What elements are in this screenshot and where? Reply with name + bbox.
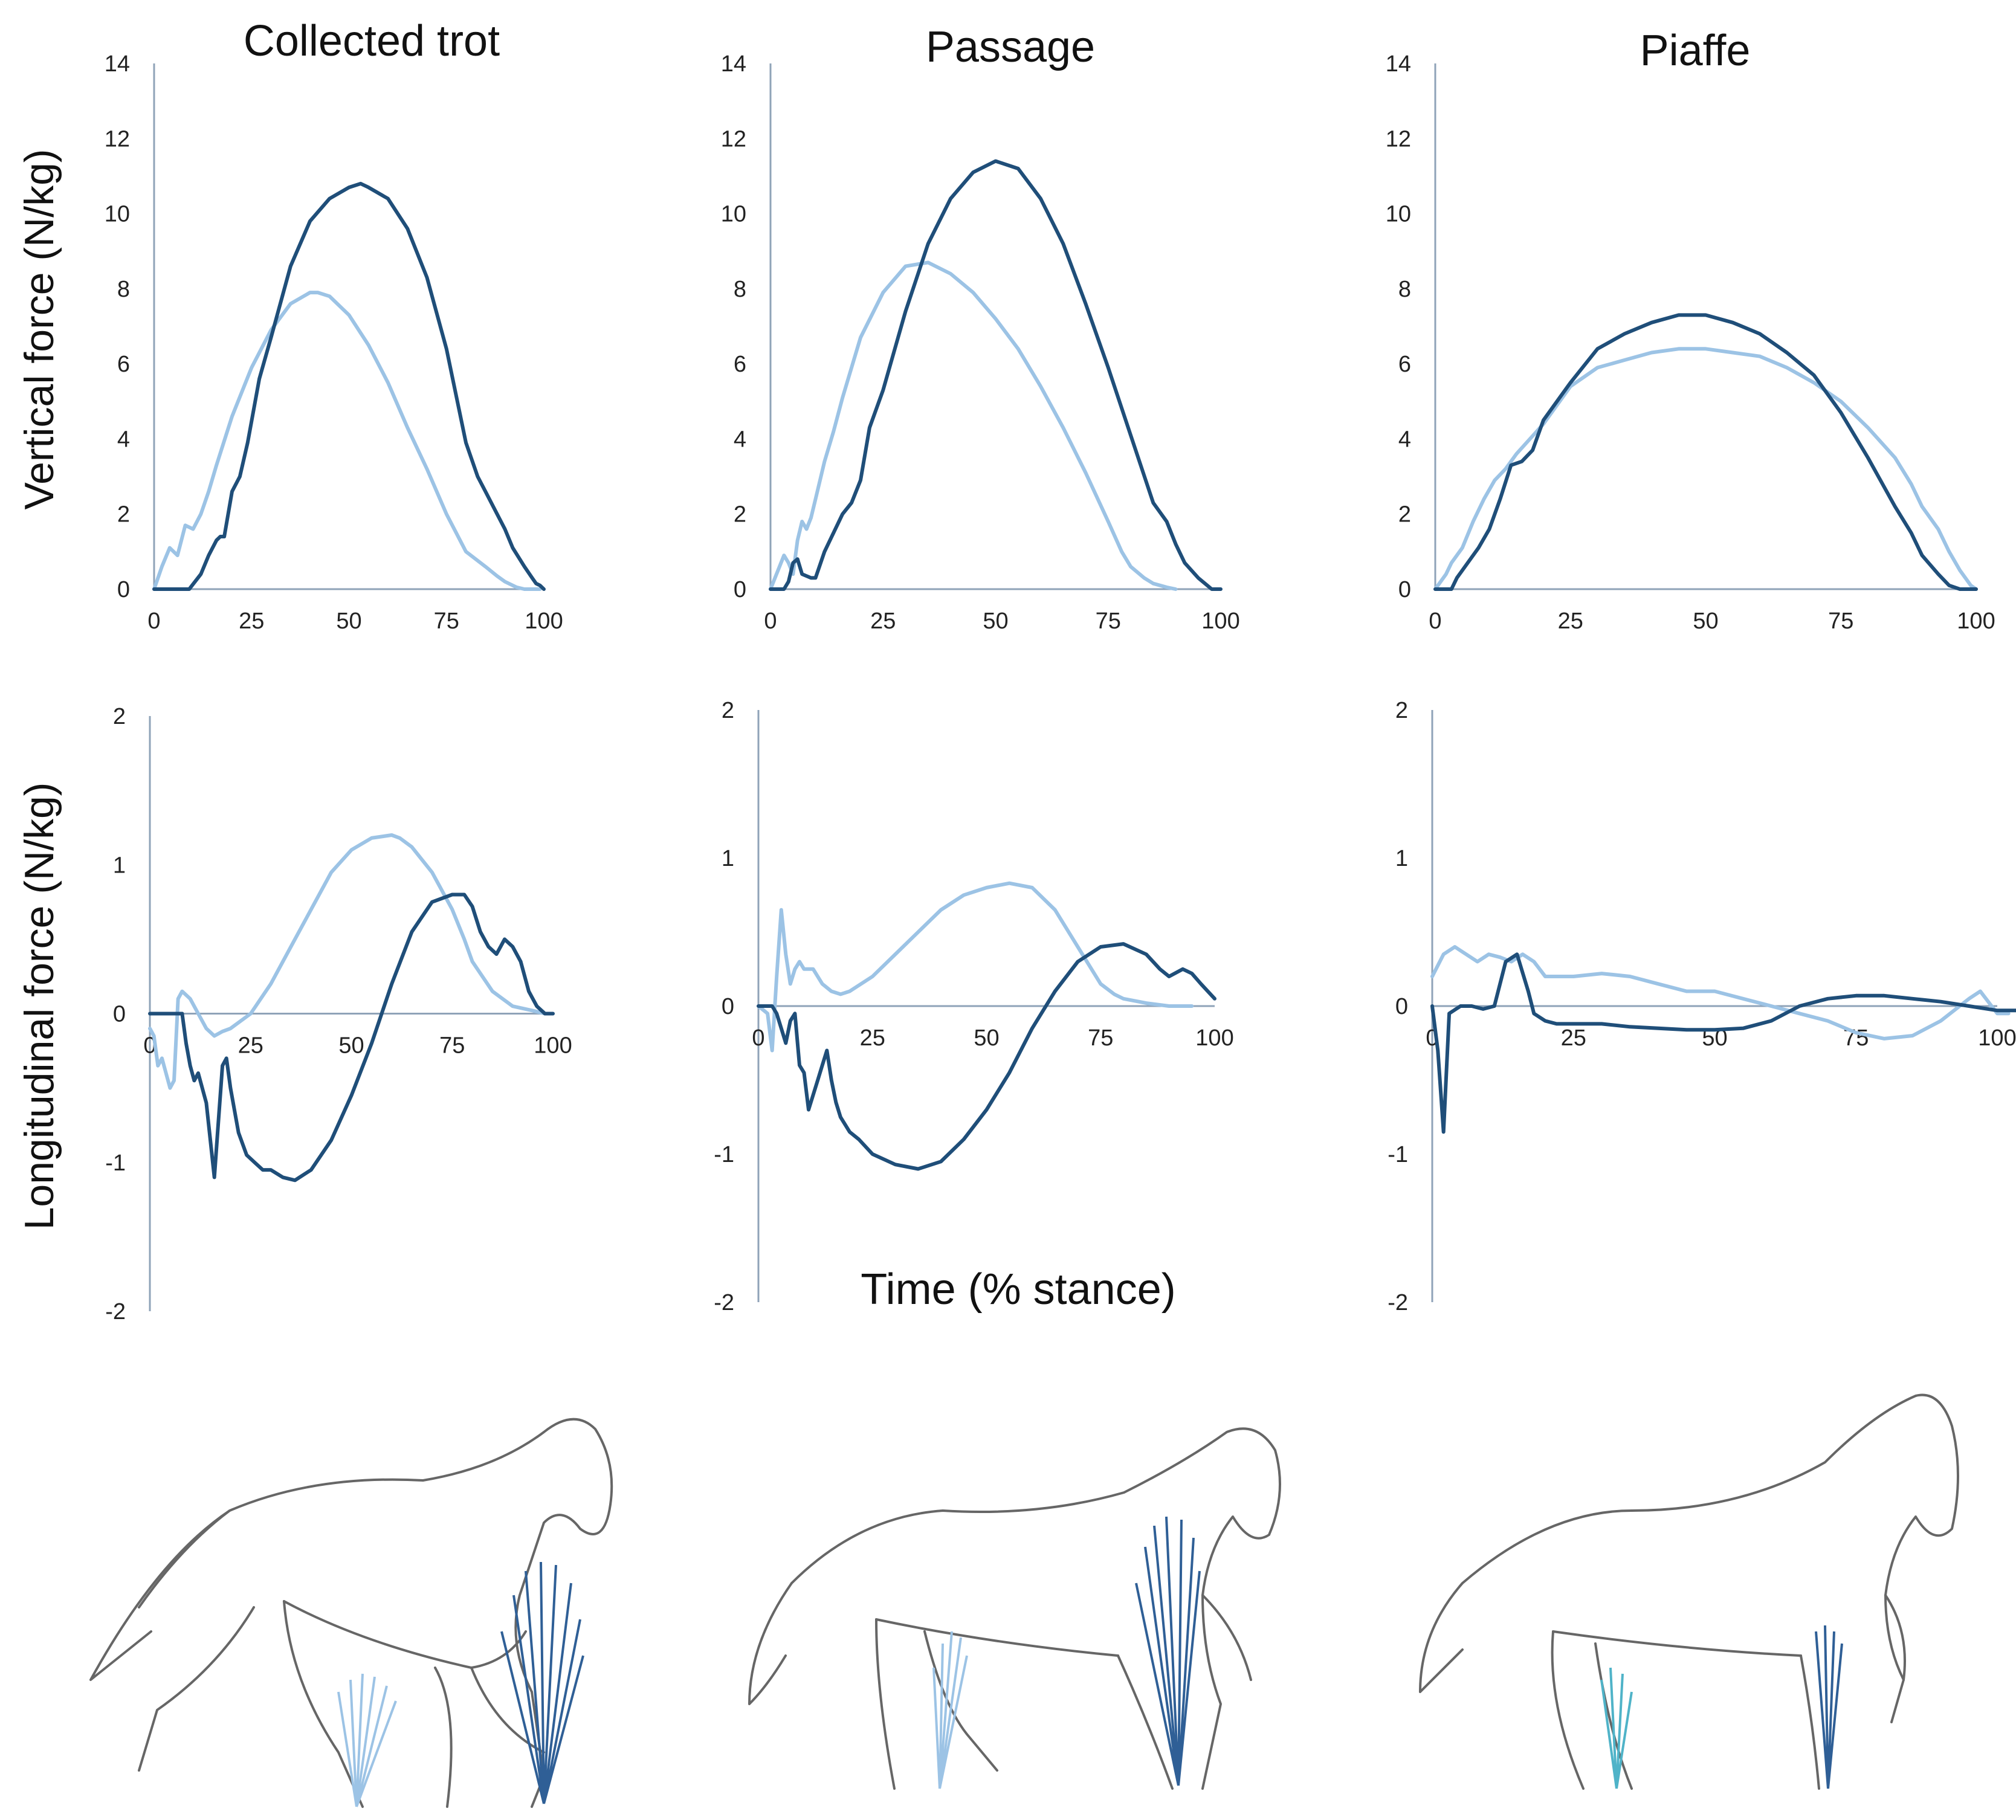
column-title-collected-trot: Collected trot (244, 17, 500, 65)
x-tick-label: 0 (1429, 608, 1441, 634)
y-tick-label: -2 (105, 1299, 126, 1325)
series-line-light-longitudinal-collected-trot (148, 833, 555, 1090)
x-tick-label: 50 (983, 608, 1008, 634)
y-tick-label: 0 (1398, 577, 1411, 602)
x-tick-label: 0 (147, 608, 160, 634)
ground-reaction-vectors-piaffe (1600, 1625, 1843, 1789)
y-tick-label: 4 (734, 427, 746, 452)
series-line-dark-longitudinal-collected-trot (148, 892, 555, 1183)
series-line-light-longitudinal-piaffe (1430, 945, 2011, 1041)
y-tick-label: 8 (1398, 277, 1411, 302)
x-tick-label: 25 (239, 608, 264, 634)
panel-longitudinal-passage: -2 -1 0 1 2 0 25 50 75 100 (714, 698, 1234, 1315)
x-tick-label: 50 (336, 608, 361, 634)
y-tick-label: 4 (117, 427, 130, 452)
x-tick-label: 25 (870, 608, 896, 634)
x-tick-label: 25 (238, 1033, 263, 1059)
x-tick-label: 50 (1693, 608, 1718, 634)
series-line-light-vertical-piaffe (1433, 347, 1978, 591)
y-tick-label: -2 (714, 1290, 734, 1315)
x-tick-label: 25 (1561, 1025, 1586, 1051)
y-tick-label: 0 (722, 994, 734, 1019)
y-tick-label: 2 (734, 502, 746, 528)
y-tick-label: 1 (113, 853, 126, 878)
series-line-dark-vertical-piaffe (1433, 313, 1978, 591)
y-axis-label-vertical: Vertical force (N/kg) (16, 149, 62, 509)
y-tick-label: 0 (113, 1002, 126, 1027)
y-tick-label: 8 (117, 277, 130, 302)
x-tick-label: 100 (1195, 1025, 1233, 1051)
series-line-light-vertical-passage (769, 260, 1178, 591)
series-line-dark-longitudinal-passage (757, 942, 1216, 1171)
y-tick-label: 8 (734, 277, 746, 302)
x-tick-label: 0 (764, 608, 777, 634)
x-tick-label: 25 (860, 1025, 885, 1051)
column-title-piaffe: Piaffe (1640, 27, 1751, 75)
y-tick-label: 4 (1398, 427, 1411, 452)
y-tick-label: 0 (734, 577, 746, 602)
panel-vertical-collected-trot: 0 2 4 6 8 10 12 14 0 25 50 75 100 (105, 51, 563, 634)
y-tick-label: 2 (1395, 698, 1408, 723)
y-tick-label: 2 (1398, 502, 1411, 528)
column-title-passage: Passage (926, 23, 1095, 71)
y-tick-label: 10 (1386, 202, 1411, 227)
y-tick-label: -2 (1388, 1290, 1408, 1315)
y-tick-label: -1 (105, 1150, 126, 1176)
y-tick-label: 10 (105, 202, 130, 227)
x-tick-label: 100 (1201, 608, 1239, 634)
series-line-dark-longitudinal-piaffe (1430, 952, 2016, 1134)
y-tick-label: 6 (1398, 352, 1411, 377)
x-tick-label: 50 (974, 1025, 999, 1051)
y-tick-label: -1 (714, 1142, 734, 1167)
x-tick-label: 100 (534, 1033, 572, 1059)
x-tick-label: 75 (1088, 1025, 1113, 1051)
y-tick-label: -1 (1388, 1142, 1408, 1167)
y-tick-label: 14 (721, 51, 746, 77)
panel-vertical-passage: 0 2 4 6 8 10 12 14 0 25 50 75 100 (721, 51, 1240, 634)
x-tick-label: 100 (1957, 608, 1995, 634)
panel-vertical-piaffe: 0 2 4 6 8 10 12 14 0 25 50 75 100 (1386, 51, 1995, 634)
y-tick-label: 2 (113, 704, 126, 729)
y-tick-label: 0 (117, 577, 130, 602)
x-tick-label: 75 (439, 1033, 465, 1059)
series-line-light-longitudinal-passage (757, 881, 1194, 1053)
series-line-light-vertical-collected-trot (152, 291, 542, 591)
ground-reaction-vectors-passage (932, 1516, 1201, 1789)
x-tick-label: 100 (525, 608, 563, 634)
y-tick-label: 0 (1395, 994, 1408, 1019)
y-tick-label: 12 (1386, 126, 1411, 152)
y-tick-label: 6 (117, 352, 130, 377)
y-tick-label: 2 (722, 698, 734, 723)
y-tick-label: 6 (734, 352, 746, 377)
series-line-dark-vertical-passage (769, 159, 1223, 591)
y-tick-label: 14 (105, 51, 130, 77)
x-tick-label: 0 (752, 1025, 764, 1051)
y-tick-label: 10 (721, 202, 746, 227)
x-tick-label: 100 (1978, 1025, 2016, 1051)
y-tick-label: 1 (722, 846, 734, 871)
x-tick-label: 75 (434, 608, 459, 634)
x-tick-label: 75 (1096, 608, 1121, 634)
x-tick-label: 75 (1828, 608, 1853, 634)
horse-sketch-piaffe (1419, 1393, 1959, 1790)
y-tick-label: 1 (1395, 846, 1408, 871)
y-tick-label: 12 (721, 126, 746, 152)
y-tick-label: 12 (105, 126, 130, 152)
x-tick-label: 50 (338, 1033, 364, 1059)
x-tick-label: 25 (1558, 608, 1583, 634)
series-line-dark-vertical-collected-trot (152, 181, 546, 591)
horse-sketch-collected-trot (89, 1418, 613, 1808)
y-axis-label-longitudinal: Longitudinal force (N/kg) (16, 783, 62, 1230)
y-tick-label: 14 (1386, 51, 1411, 77)
horse-sketch-passage (748, 1427, 1281, 1790)
ground-reaction-vectors-collected-trot (337, 1561, 584, 1807)
y-tick-label: 2 (117, 502, 130, 528)
x-axis-label-time: Time (% stance) (861, 1265, 1175, 1314)
